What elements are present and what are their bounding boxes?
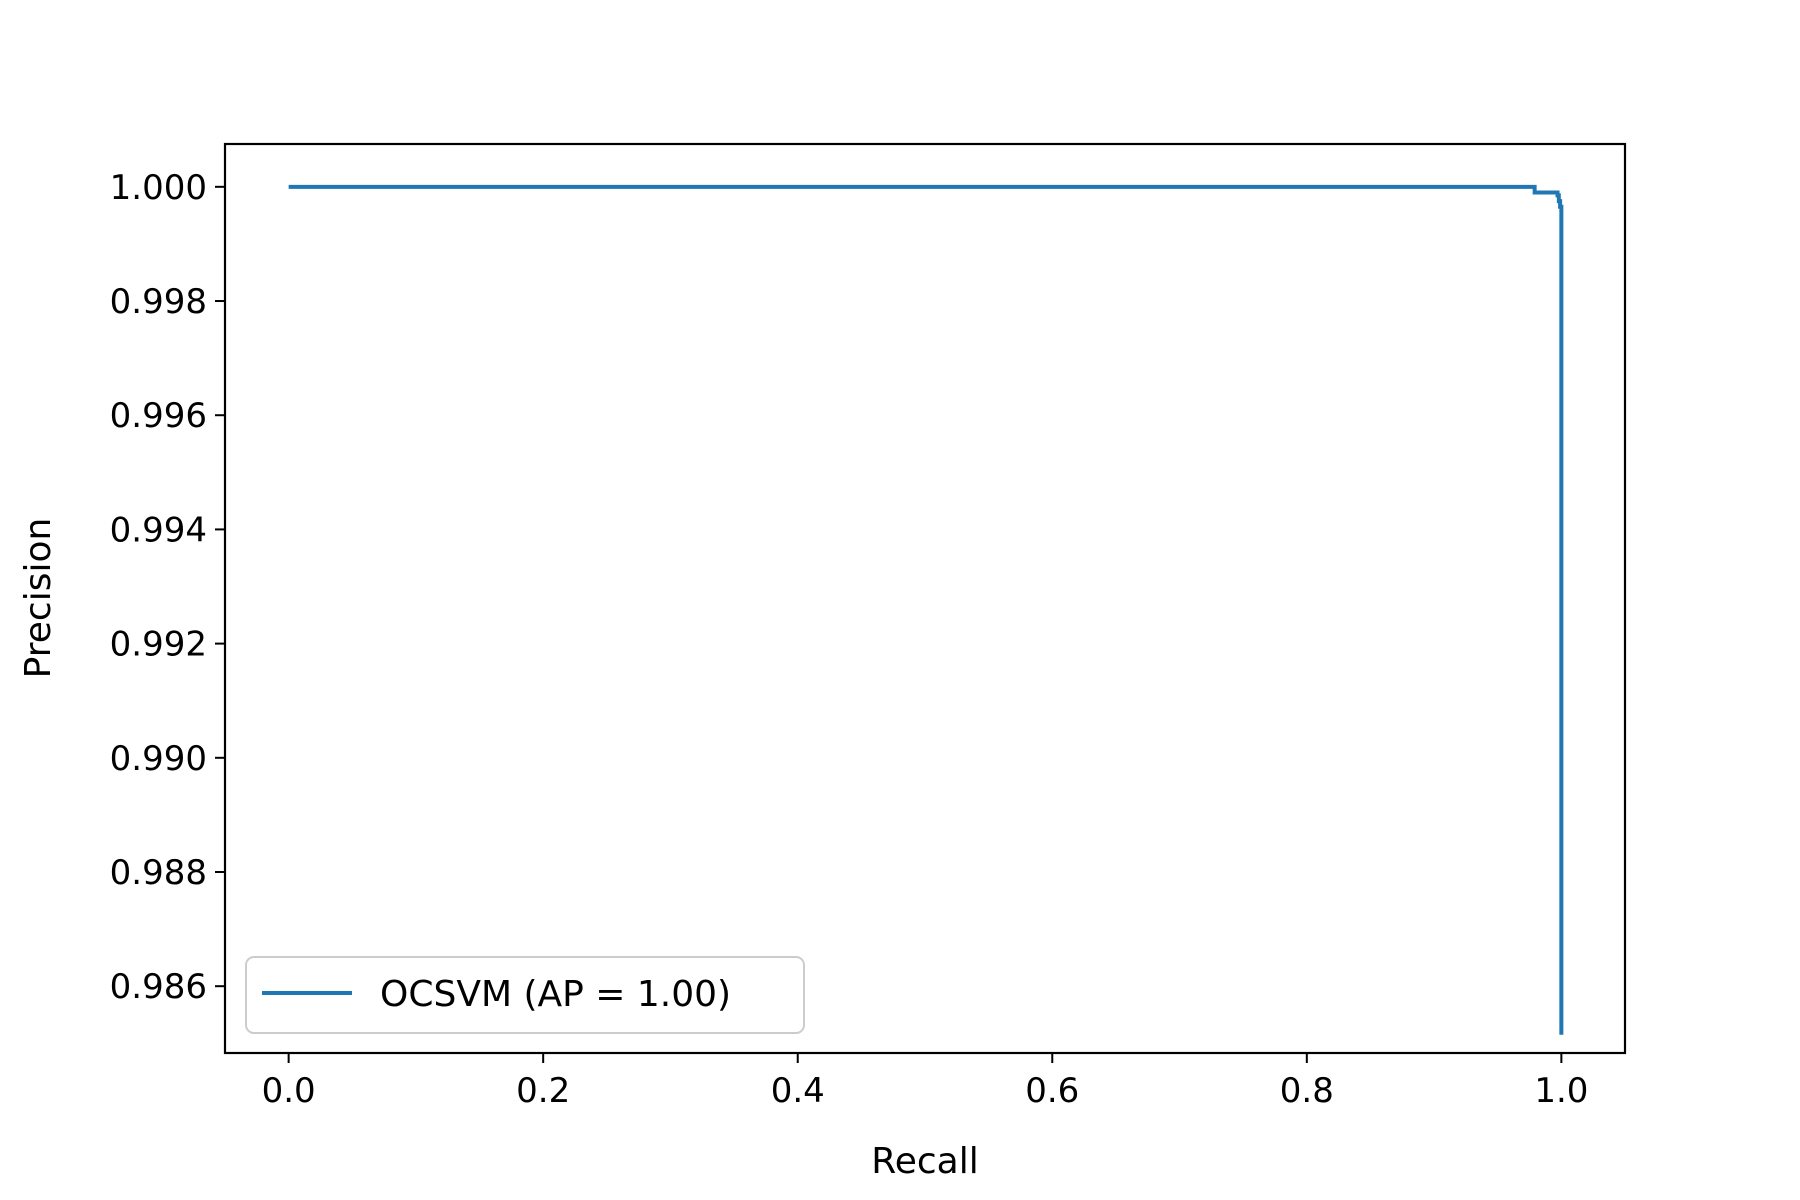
- y-tick-label: 1.000: [110, 168, 207, 208]
- x-tick-label: 1.0: [1534, 1071, 1588, 1111]
- x-tick-label: 0.0: [262, 1071, 316, 1111]
- x-tick-label: 0.2: [516, 1071, 570, 1111]
- y-tick-label: 0.992: [110, 625, 207, 665]
- x-axis-ticks: 0.0 0.2 0.4 0.6 0.8 1.0: [262, 1053, 1588, 1111]
- x-tick-label: 0.4: [771, 1071, 825, 1111]
- legend: OCSVM (AP = 1.00): [245, 956, 805, 1034]
- y-tick-label: 0.996: [110, 396, 207, 436]
- plot-frame: [223, 142, 1627, 1055]
- x-tick-label: 0.8: [1280, 1071, 1334, 1111]
- x-axis-label: Recall: [871, 1141, 978, 1182]
- y-axis-ticks: 0.986 0.988 0.990 0.992 0.994 0.996 0.998 1.000: [110, 168, 225, 1007]
- y-tick-label: 0.990: [110, 739, 207, 779]
- y-tick-label: 0.998: [110, 282, 207, 322]
- legend-box: [245, 956, 805, 1034]
- y-tick-label: 0.988: [110, 853, 207, 893]
- chart-marks: [288, 184, 1564, 1035]
- legend-label: OCSVM (AP = 1.00): [380, 974, 731, 1015]
- series-line-0: [288, 184, 1564, 1035]
- plot-area: [225, 144, 1625, 1053]
- y-axis-label: Precision: [18, 518, 59, 679]
- y-tick-label: 0.986: [110, 967, 207, 1007]
- x-tick-label: 0.6: [1025, 1071, 1079, 1111]
- y-tick-label: 0.994: [110, 510, 207, 550]
